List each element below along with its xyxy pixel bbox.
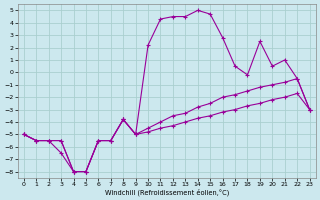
X-axis label: Windchill (Refroidissement éolien,°C): Windchill (Refroidissement éolien,°C) xyxy=(105,188,229,196)
